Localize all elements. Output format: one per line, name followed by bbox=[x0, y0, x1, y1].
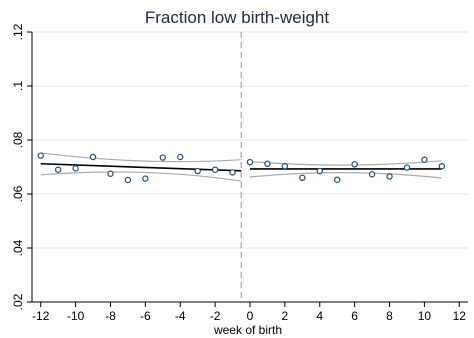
data-point bbox=[386, 173, 393, 180]
data-point bbox=[124, 176, 132, 184]
data-point bbox=[159, 154, 166, 161]
axes: .02 .04 .06 .08 .1 .12 -12 -10 -8 -6 -4 -2 0 2 4 6 8 10 12 bbox=[11, 23, 468, 323]
y-tick-label: .04 bbox=[11, 239, 25, 256]
data-point bbox=[438, 162, 446, 170]
x-tick-label: -6 bbox=[140, 309, 151, 323]
fit-lines bbox=[40, 162, 442, 172]
data-point bbox=[54, 166, 62, 173]
ci-upper-band bbox=[40, 152, 242, 163]
y-tick-label: .1 bbox=[11, 81, 25, 91]
x-axis-label: week of birth bbox=[213, 323, 282, 337]
y-tick-label: .06 bbox=[11, 185, 25, 202]
data-point bbox=[264, 160, 271, 167]
x-tick-label: -8 bbox=[105, 309, 116, 323]
x-tick-label: 0 bbox=[247, 309, 254, 323]
data-point bbox=[194, 167, 201, 175]
chart-title: Fraction low birth-weight bbox=[144, 8, 330, 27]
x-tick-label: -12 bbox=[32, 309, 50, 323]
x-tick-label: 6 bbox=[351, 309, 358, 323]
x-tick-label: 4 bbox=[316, 309, 323, 323]
data-point bbox=[72, 165, 79, 172]
y-tick-label: .12 bbox=[11, 23, 25, 40]
data-point bbox=[299, 174, 306, 181]
x-tick-label: 8 bbox=[386, 309, 393, 323]
confidence-bands bbox=[40, 152, 442, 182]
x-tick-label: 2 bbox=[282, 309, 289, 323]
data-point bbox=[211, 166, 219, 173]
data-point bbox=[177, 153, 184, 161]
data-point bbox=[246, 158, 254, 166]
data-points bbox=[37, 152, 446, 184]
data-point bbox=[351, 161, 358, 168]
data-point bbox=[142, 175, 149, 182]
x-tick-label: -10 bbox=[67, 309, 85, 323]
data-point bbox=[368, 171, 376, 178]
data-point bbox=[316, 167, 323, 175]
data-point bbox=[403, 164, 411, 171]
x-tick-label: 12 bbox=[453, 309, 467, 323]
x-tick-label: -2 bbox=[210, 309, 221, 323]
y-tick-label: .08 bbox=[11, 131, 25, 148]
ci-upper-band bbox=[249, 160, 442, 166]
data-point bbox=[281, 162, 289, 170]
data-point bbox=[107, 170, 114, 177]
x-tick-label: -4 bbox=[175, 309, 186, 323]
grid-layer bbox=[32, 31, 468, 303]
y-tick-label: .02 bbox=[11, 293, 25, 310]
data-point bbox=[229, 169, 236, 176]
ci-lower-band bbox=[40, 171, 242, 182]
x-tick-label: 10 bbox=[418, 309, 432, 323]
data-point bbox=[421, 156, 428, 163]
data-point bbox=[37, 152, 44, 159]
ci-lower-band bbox=[249, 172, 442, 179]
fit-line bbox=[40, 162, 242, 172]
data-point bbox=[89, 153, 97, 161]
data-point bbox=[334, 176, 341, 183]
